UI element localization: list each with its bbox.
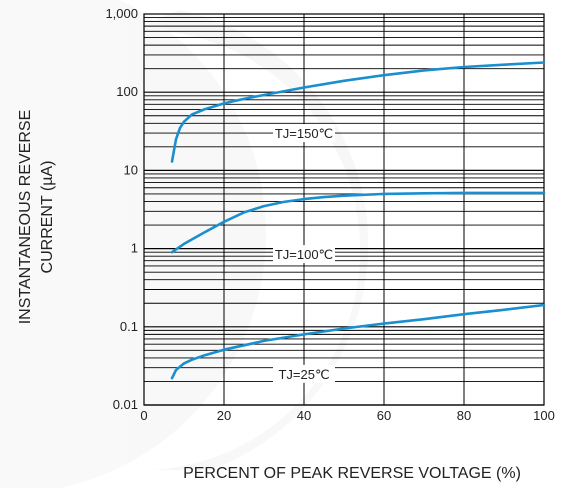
- x-axis-title: PERCENT OF PEAK REVERSE VOLTAGE (%): [183, 465, 521, 482]
- y-tick-label: 1,000: [105, 6, 138, 21]
- series-line: [170, 303, 546, 380]
- plot-frame: [143, 13, 545, 406]
- x-tick-label: 40: [297, 408, 311, 423]
- y-tick-label: 10: [124, 162, 138, 177]
- series-line: [170, 191, 546, 254]
- curve-label: TJ=150℃: [275, 126, 333, 141]
- y-axis-title-line-1: INSTANTANEOUS REVERSE: [17, 110, 34, 325]
- curve-label-bg: [273, 245, 335, 264]
- x-tick-label: 60: [377, 408, 391, 423]
- x-tick-label: 0: [140, 408, 147, 423]
- x-tick-labels: 0 20 40 60 80 100: [140, 408, 554, 423]
- x-tick-label: 80: [457, 408, 471, 423]
- y-tick-label: 100: [116, 84, 138, 99]
- watermark-logo: [130, 10, 369, 470]
- y-axis-title: INSTANTANEOUS REVERSE CURRENT (µA): [17, 110, 56, 325]
- x-tick-label: 20: [217, 408, 231, 423]
- y-tick-label: 1: [131, 241, 138, 256]
- series-line: [170, 61, 546, 163]
- curve-label-bg: [273, 364, 335, 383]
- curve-labels: TJ=150℃ TJ=100℃ TJ=25℃: [273, 124, 335, 383]
- y-tick-label: 0.01: [113, 397, 138, 412]
- curve-label-bg: [273, 124, 335, 143]
- x-tick-label: 100: [533, 408, 555, 423]
- curve-label: TJ=100℃: [275, 247, 333, 262]
- series-layer: [170, 61, 546, 380]
- y-tick-labels: 0.01 0.1 1 10 100 1,000: [105, 6, 138, 412]
- plot-grid: [143, 14, 545, 406]
- y-axis-title-line-2: CURRENT (µA): [39, 161, 56, 274]
- y-tick-label: 0.1: [120, 319, 138, 334]
- curve-label: TJ=25℃: [278, 367, 329, 382]
